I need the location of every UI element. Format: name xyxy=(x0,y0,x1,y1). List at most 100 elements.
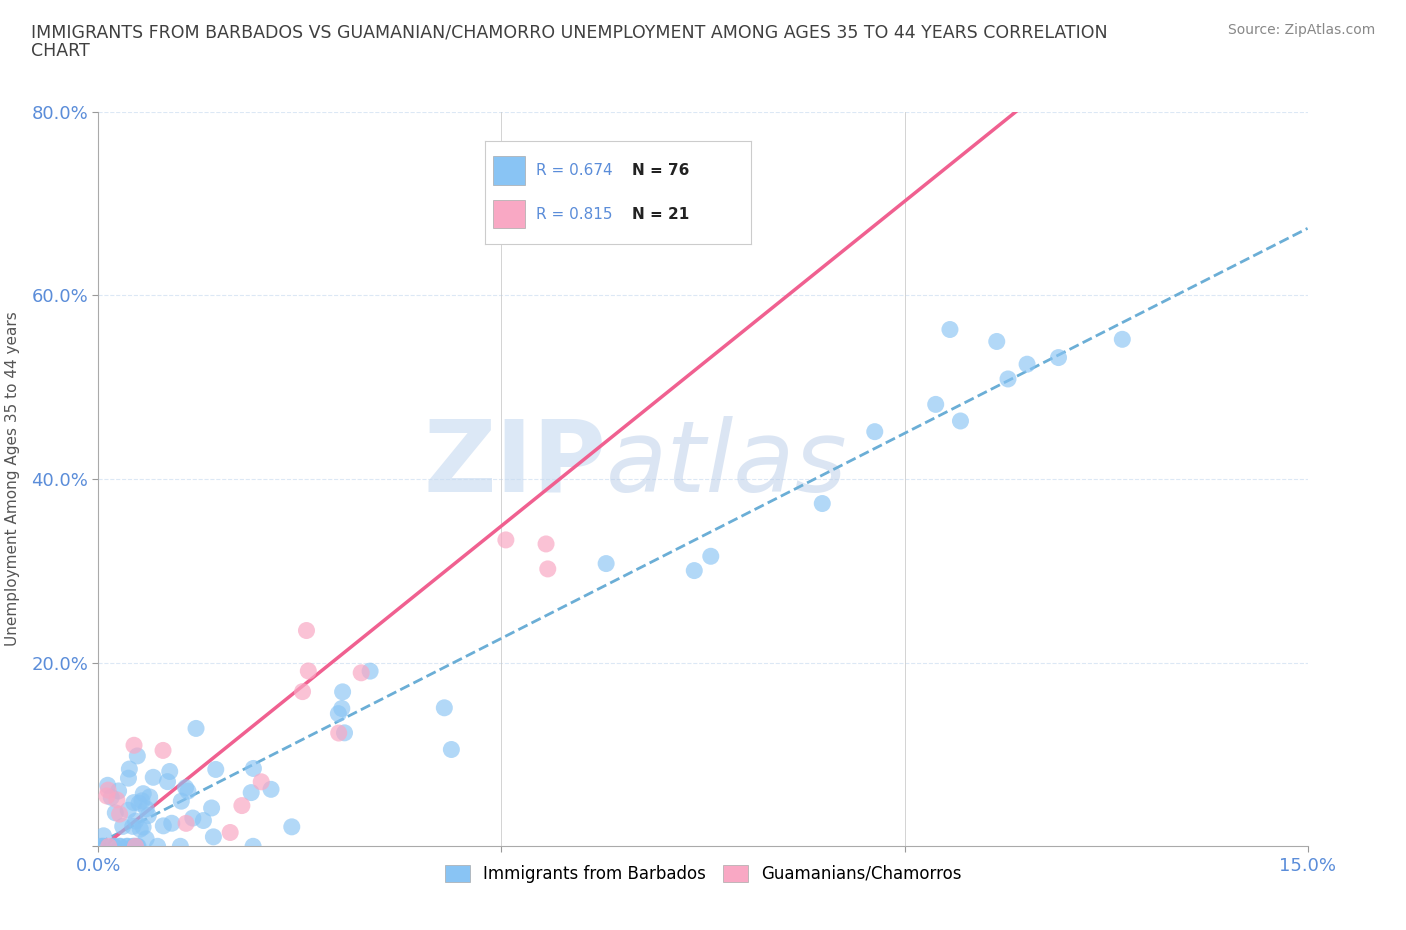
Point xyxy=(250,775,273,790)
Point xyxy=(96,789,118,804)
Point xyxy=(117,771,139,786)
Point xyxy=(124,814,146,829)
Point xyxy=(152,743,174,758)
Point xyxy=(219,825,242,840)
Text: atlas: atlas xyxy=(606,416,848,512)
Point xyxy=(122,839,145,854)
Point xyxy=(811,496,834,511)
Point xyxy=(89,839,111,854)
Point xyxy=(127,749,149,764)
Point xyxy=(350,665,373,680)
Text: IMMIGRANTS FROM BARBADOS VS GUAMANIAN/CHAMORRO UNEMPLOYMENT AMONG AGES 35 TO 44 : IMMIGRANTS FROM BARBADOS VS GUAMANIAN/CH… xyxy=(31,23,1108,41)
Point xyxy=(108,839,131,854)
Text: Source: ZipAtlas.com: Source: ZipAtlas.com xyxy=(1227,23,1375,37)
Text: CHART: CHART xyxy=(31,42,90,60)
Point xyxy=(997,371,1019,386)
Point xyxy=(132,819,155,834)
Point xyxy=(97,839,120,854)
Point xyxy=(332,684,354,699)
Point xyxy=(169,839,191,854)
Point xyxy=(295,623,318,638)
Point xyxy=(433,700,456,715)
Point xyxy=(925,397,948,412)
Point xyxy=(240,785,263,800)
Point xyxy=(328,725,350,740)
Point xyxy=(328,706,350,721)
Point xyxy=(142,770,165,785)
Point xyxy=(534,537,557,551)
Point xyxy=(103,839,125,854)
Point xyxy=(122,839,145,854)
Point xyxy=(136,808,159,823)
Point xyxy=(117,803,139,817)
Point xyxy=(127,839,149,854)
Point xyxy=(193,813,215,828)
Text: ZIP: ZIP xyxy=(423,416,606,512)
Point xyxy=(91,839,114,854)
Point xyxy=(152,818,174,833)
Point xyxy=(107,783,129,798)
Point xyxy=(160,816,183,830)
Point xyxy=(156,774,179,789)
Point xyxy=(122,737,145,752)
Point xyxy=(100,790,122,804)
Point xyxy=(110,839,132,854)
Y-axis label: Unemployment Among Ages 35 to 44 years: Unemployment Among Ages 35 to 44 years xyxy=(6,312,20,646)
Point xyxy=(132,786,155,801)
Point xyxy=(281,819,304,834)
Point xyxy=(184,721,207,736)
Point xyxy=(91,839,114,854)
Point xyxy=(129,822,152,837)
Point xyxy=(177,784,200,799)
Point xyxy=(201,801,224,816)
Point xyxy=(97,777,120,792)
Point xyxy=(170,793,193,808)
Point xyxy=(103,839,125,854)
Point xyxy=(121,819,143,834)
Point xyxy=(242,761,264,776)
Point xyxy=(108,806,131,821)
Point xyxy=(495,533,517,548)
Point xyxy=(135,802,157,817)
Point xyxy=(949,414,972,429)
Point xyxy=(440,742,463,757)
Point xyxy=(124,839,146,854)
Point xyxy=(204,762,226,777)
Point xyxy=(595,556,617,571)
Point xyxy=(159,764,181,779)
Point xyxy=(118,762,141,777)
Point xyxy=(260,782,283,797)
Point xyxy=(104,805,127,820)
Point xyxy=(131,793,153,808)
Point xyxy=(93,829,115,844)
Legend: Immigrants from Barbados, Guamanians/Chamorros: Immigrants from Barbados, Guamanians/Cha… xyxy=(439,857,967,889)
Point xyxy=(242,839,264,854)
Point xyxy=(181,811,204,826)
Point xyxy=(127,839,149,854)
Point xyxy=(174,816,197,830)
Point xyxy=(135,831,157,846)
Point xyxy=(202,830,225,844)
Point xyxy=(105,792,128,807)
Point xyxy=(115,839,138,854)
Point xyxy=(683,564,706,578)
Point xyxy=(297,663,319,678)
Point xyxy=(111,819,134,834)
Point xyxy=(986,334,1008,349)
Point xyxy=(117,839,139,854)
Point xyxy=(1111,332,1133,347)
Point xyxy=(97,783,120,798)
Point xyxy=(146,839,169,854)
Point xyxy=(939,322,962,337)
Point xyxy=(595,214,617,229)
Point xyxy=(1017,357,1039,372)
Point xyxy=(174,780,197,795)
Point xyxy=(330,701,353,716)
Point xyxy=(1047,350,1070,365)
Point xyxy=(231,798,253,813)
Point xyxy=(138,790,160,804)
Point xyxy=(291,684,314,699)
Point xyxy=(359,664,381,679)
Point xyxy=(700,549,723,564)
Point xyxy=(863,424,886,439)
